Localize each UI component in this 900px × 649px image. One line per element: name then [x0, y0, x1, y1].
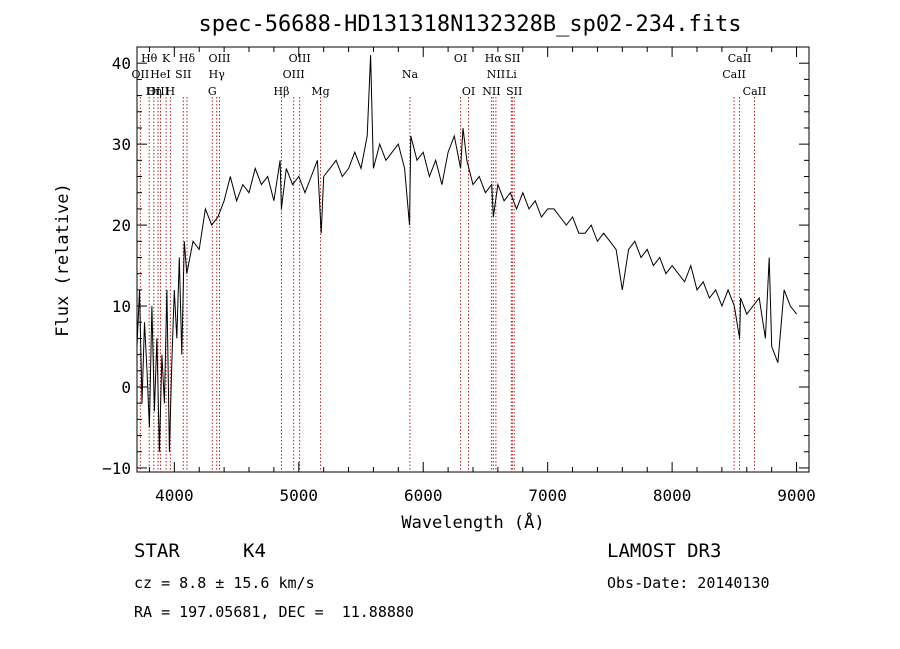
y-tick-label: 30 — [112, 135, 131, 154]
chart-title: spec-56688-HD131318N132328B_sp02-234.fit… — [198, 12, 741, 37]
spectral-line-label: OIII — [147, 85, 169, 98]
spectral-line-label: SII — [506, 85, 522, 98]
spectral-line-label: Li — [506, 68, 517, 81]
x-tick-label: 8000 — [653, 486, 692, 505]
spectral-line-label: HeI — [150, 68, 170, 81]
spectral-line-label: CaII — [728, 52, 752, 65]
spectral-line-label: Hδ — [179, 52, 196, 65]
spectral-line-label: NII — [487, 68, 505, 81]
spectral-line-label: Hθ — [141, 52, 158, 65]
spectral-line-label: NII — [482, 85, 500, 98]
spectral-line-label: SII — [175, 68, 191, 81]
coordinates: RA = 197.05681, DEC = 11.88880 — [134, 603, 414, 621]
spectral-line-label: OIII — [289, 52, 311, 65]
spectral-line-label: OIII — [283, 68, 305, 81]
x-tick-label: 5000 — [280, 486, 319, 505]
y-tick-label: 40 — [112, 54, 131, 73]
y-axis-ticks: −10 0 10 20 30 40 — [102, 54, 809, 478]
spectral-line-label: Hβ — [274, 85, 290, 98]
spectral-line-label: OI — [462, 85, 475, 98]
object-class: STAR — [134, 540, 180, 562]
spectral-line-labels: Hθ OII OIII K HeI Hη H Hδ SII OIII Hγ G Hβ OIII OIII Mg… — [132, 52, 767, 98]
spectral-line-label: H — [166, 85, 176, 98]
spectral-line-label: OIII — [208, 52, 230, 65]
spectral-line-label: Mg — [311, 85, 329, 98]
y-tick-label: 10 — [112, 297, 131, 316]
flux-series-line — [136, 55, 797, 452]
x-tick-label: 9000 — [777, 486, 816, 505]
spectral-line-label: Na — [402, 68, 419, 81]
spectral-line-label: Hα — [485, 52, 503, 65]
y-tick-label: −10 — [102, 459, 131, 478]
survey-name: LAMOST DR3 — [607, 540, 722, 562]
y-tick-label: 20 — [112, 216, 131, 235]
plot-frame — [136, 46, 810, 473]
spectral-line-label: OII — [132, 68, 150, 81]
x-tick-label: 6000 — [404, 486, 443, 505]
object-subclass: K4 — [243, 540, 266, 562]
spectral-line-label: Hη — [146, 85, 162, 98]
spectral-line-label: G — [208, 85, 217, 98]
x-axis-label: Wavelength (Å) — [401, 511, 544, 533]
spectral-line-label: K — [162, 52, 171, 65]
x-axis-ticks: 4000 5000 6000 7000 8000 9000 — [148, 47, 816, 505]
y-axis-label: Flux (relative) — [53, 183, 73, 337]
redshift-velocity: cz = 8.8 ± 15.6 km/s — [134, 574, 315, 592]
x-tick-label: 4000 — [155, 486, 194, 505]
spectral-line-label: Hγ — [209, 68, 226, 81]
spectral-line-label: CaII — [743, 85, 767, 98]
spectral-line-label: OI — [454, 52, 467, 65]
y-tick-label: 0 — [121, 378, 131, 397]
spectral-line-label: SII — [504, 52, 520, 65]
observation-date: Obs-Date: 20140130 — [607, 574, 770, 592]
spectral-line-label: CaII — [722, 68, 746, 81]
x-tick-label: 7000 — [528, 486, 567, 505]
